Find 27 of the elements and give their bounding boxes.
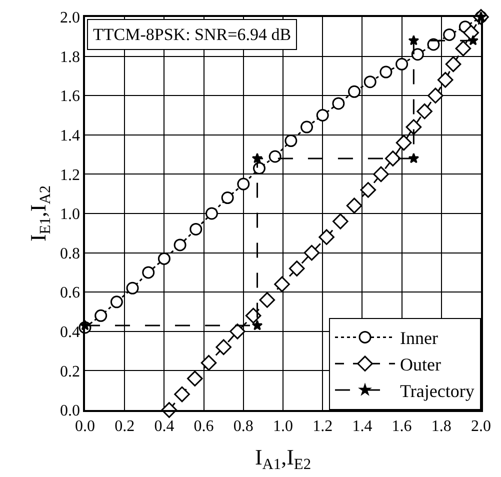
y-tick-label: 1.4 <box>60 128 80 144</box>
legend-label: Trajectory <box>400 381 474 402</box>
y-tick-label: 2.0 <box>60 10 80 27</box>
legend-label: Outer <box>400 354 441 375</box>
y-tick-label: 1.8 <box>60 48 80 66</box>
y-tick-label: 0.8 <box>60 245 80 262</box>
x-tick-label: 0.0 <box>75 418 95 435</box>
x-tick-label: 2.0 <box>471 418 491 435</box>
y-tick-label: 1.6 <box>60 88 80 106</box>
x-tick-label: 0.2 <box>114 418 135 435</box>
x-tick-label: 1.6 <box>392 418 412 435</box>
y-tick-label: 0.2 <box>60 363 80 380</box>
x-tick-label: 1.4 <box>352 418 372 435</box>
x-tick-label: 1.2 <box>312 418 333 435</box>
y-tick-label: 1.0 <box>60 206 80 224</box>
legend-label: Inner <box>400 328 438 348</box>
text: TTCM-8PSK: SNR=6.94 dB <box>93 25 292 44</box>
x-tick-label: 1.8 <box>431 418 452 435</box>
x-axis-title: I$_{A1}$,I$_{E2}$ <box>254 444 312 473</box>
y-tick-label: 0.4 <box>60 324 80 341</box>
x-tick-label: 0.8 <box>233 418 254 435</box>
y-tick-label: 1.2 <box>60 166 80 184</box>
y-tick-label: 0.0 <box>60 402 80 420</box>
x-tick-label: 0.4 <box>154 418 174 435</box>
x-tick-label: 0.6 <box>194 418 214 435</box>
y-tick-label: 0.6 <box>60 284 80 302</box>
x-tick-label: 1.0 <box>273 418 293 435</box>
